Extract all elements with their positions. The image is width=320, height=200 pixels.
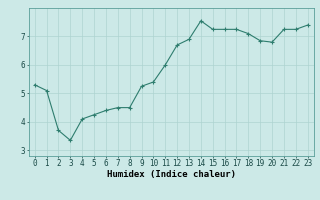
X-axis label: Humidex (Indice chaleur): Humidex (Indice chaleur) xyxy=(107,170,236,179)
